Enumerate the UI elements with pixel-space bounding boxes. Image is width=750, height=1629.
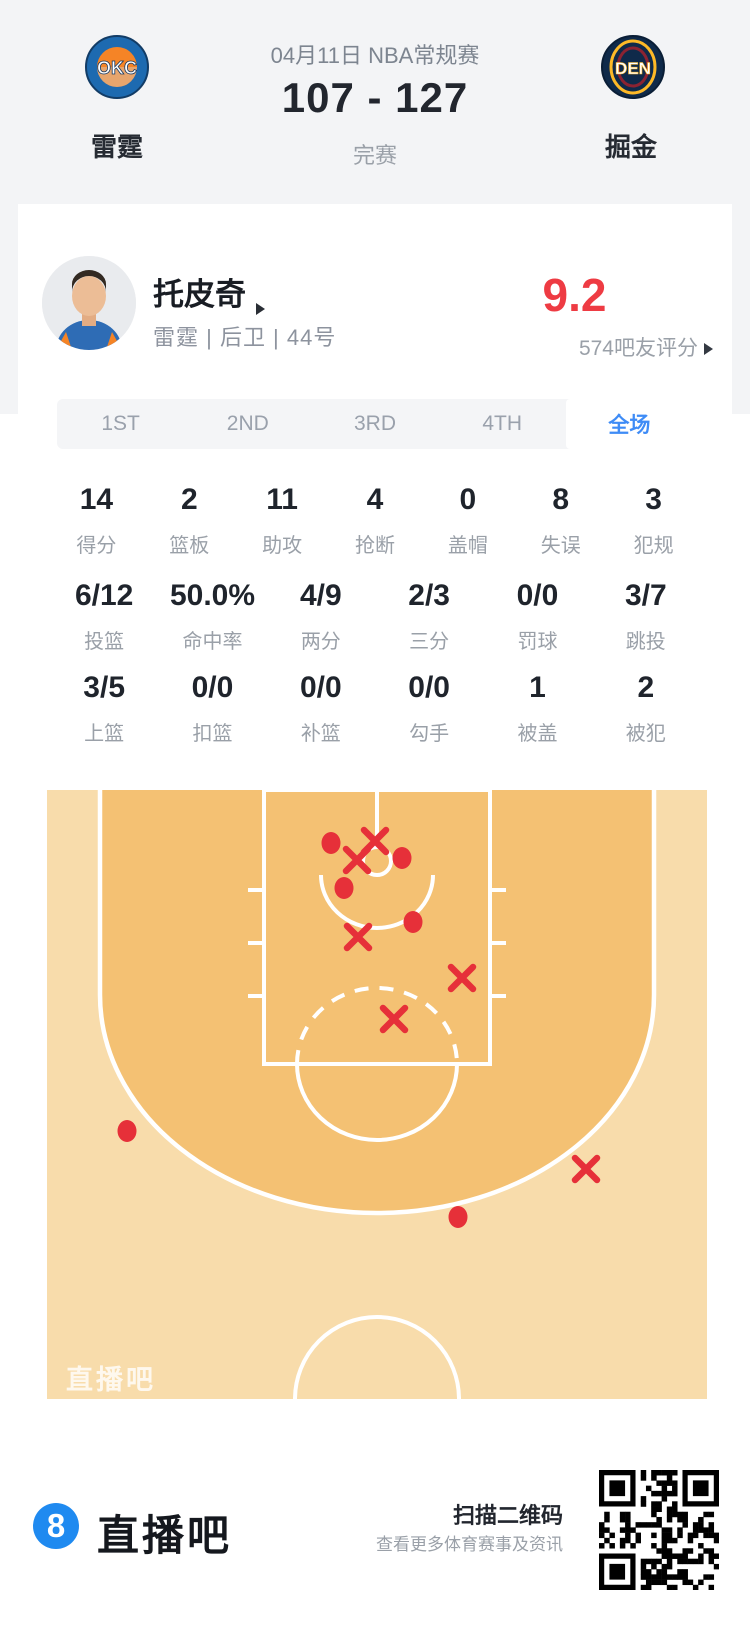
made-shot-marker <box>392 847 412 869</box>
stat-盖帽: 0 盖帽 <box>447 483 488 557</box>
match-header <box>0 0 750 204</box>
stat-篮板: 2 篮板 <box>169 483 210 557</box>
stat-命中率: 50.0% 命中率 <box>169 579 256 653</box>
away-team-name: 掘金 <box>604 132 657 162</box>
match-score: 107 - 127 <box>281 74 469 121</box>
shot-markers <box>117 826 601 1228</box>
missed-shot-marker <box>379 1004 409 1034</box>
shot-chart-court <box>47 788 707 1400</box>
made-shot-marker <box>334 877 354 899</box>
tab-1ST[interactable]: 1ST <box>101 412 140 435</box>
stat-得分: 14 得分 <box>76 483 117 557</box>
stat-扣篮: 0/0 扣篮 <box>191 671 234 745</box>
svg-text:DEN: DEN <box>615 59 651 78</box>
stat-犯规: 3 犯规 <box>633 483 674 557</box>
stats-row-shooting: 6/12 投篮 50.0% 命中率 4/9 两分 2/3 三分 0/0 罚球 3/7 跳投 <box>50 579 700 654</box>
player-rating: 9.2 <box>542 269 607 321</box>
missed-shot-marker <box>571 1154 601 1184</box>
player-name[interactable]: 托皮奇 <box>153 269 265 315</box>
home-team-name: 雷霆 <box>90 132 143 162</box>
lane-hash-marks <box>248 888 506 998</box>
stat-两分: 4/9 两分 <box>299 579 342 653</box>
made-shot-marker <box>448 1206 468 1228</box>
player-detail-arrow-icon <box>256 303 265 315</box>
missed-shot-marker <box>342 845 372 875</box>
app-logo-icon: 8 <box>33 1503 79 1549</box>
home-team-logo-icon: OKC <box>84 34 150 100</box>
qr-subtitle: 查看更多体育赛事及资讯 <box>376 1535 563 1554</box>
stat-被盖: 1 被盖 <box>517 671 558 745</box>
stat-失误: 8 失误 <box>540 483 581 557</box>
stat-投篮: 6/12 投篮 <box>74 579 134 653</box>
qr-code <box>599 1470 720 1591</box>
app-brand-name: 直播吧 <box>97 1512 233 1559</box>
quarter-tabs: 1ST 2ND 3RD 4TH 全场 <box>57 399 694 449</box>
player-avatar <box>42 256 136 350</box>
stat-罚球: 0/0 罚球 <box>516 579 559 653</box>
qr-title: 扫描二维码 <box>452 1503 563 1528</box>
page-gutter-right <box>732 204 750 414</box>
rating-arrow-icon <box>704 343 713 355</box>
stat-助攻: 11 助攻 <box>262 483 303 557</box>
svg-text:OKC: OKC <box>97 58 137 78</box>
stats-row-main: 14 得分 2 篮板 11 助攻 4 抢断 0 盖帽 8 失误 3 犯规 <box>50 483 700 558</box>
stat-三分: 2/3 三分 <box>408 579 450 653</box>
made-shot-marker <box>321 832 341 854</box>
stat-抢断: 4 抢断 <box>355 483 395 557</box>
missed-shot-marker <box>447 963 477 993</box>
stat-补篮: 0/0 补篮 <box>299 671 342 745</box>
player-meta: 雷霆 | 后卫 | 44号 <box>153 325 337 350</box>
match-status: 完赛 <box>352 143 397 168</box>
made-shot-marker <box>403 911 423 933</box>
missed-shot-marker <box>343 922 373 952</box>
made-shot-marker <box>117 1120 137 1142</box>
stat-被犯: 2 被犯 <box>625 671 666 745</box>
away-team-logo-icon: DEN <box>600 34 666 100</box>
tab-2ND[interactable]: 2ND <box>226 412 269 435</box>
tab-全场[interactable]: 全场 <box>565 399 694 449</box>
stat-勾手: 0/0 勾手 <box>408 671 450 745</box>
match-date: 04月11日 NBA常规赛 <box>270 43 480 68</box>
court-watermark: 直播吧 <box>66 1365 156 1395</box>
stat-上篮: 3/5 上篮 <box>83 671 126 745</box>
rating-count[interactable]: 574吧友评分 <box>400 332 713 362</box>
tab-3RD[interactable]: 3RD <box>354 412 397 435</box>
stats-row-detail: 3/5 上篮 0/0 扣篮 0/0 补篮 0/0 勾手 1 被盖 2 被犯 <box>50 671 700 746</box>
tab-4TH[interactable]: 4TH <box>482 412 523 435</box>
stat-跳投: 3/7 跳投 <box>624 579 667 653</box>
page-gutter-left <box>0 204 18 414</box>
